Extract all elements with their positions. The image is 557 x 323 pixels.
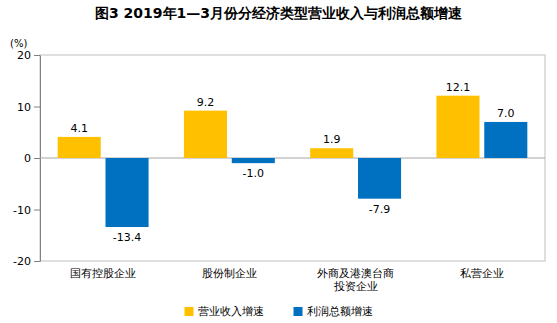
legend: 营业收入增速 利润总额增速 <box>185 305 373 318</box>
bars <box>58 96 528 227</box>
y-tick: 20 <box>17 49 40 62</box>
data-label: 9.2 <box>197 96 215 109</box>
x-tick-label: 外商及港澳台商投资企业 <box>317 267 394 293</box>
y-tick-label: 0 <box>24 152 31 165</box>
x-tick-label: 国有控股企业 <box>70 267 136 280</box>
data-labels: 4.1 9.2 1.9 12.1 -13.4 -1.0 -7.9 7.0 <box>70 81 514 244</box>
bar <box>436 96 479 158</box>
data-label: 4.1 <box>70 122 88 135</box>
y-tick: 0 <box>24 152 40 165</box>
legend-swatch <box>294 307 303 316</box>
y-tick-label: -10 <box>13 204 31 217</box>
bar <box>184 111 227 158</box>
y-tick-mark <box>34 210 40 211</box>
y-label: (%) <box>10 38 27 49</box>
bar <box>358 158 401 199</box>
y-tick-label: -20 <box>13 255 31 268</box>
y-tick-mark <box>34 158 40 159</box>
x-axis: 国有控股企业 股份制企业 外商及港澳台商投资企业 私营企业 <box>70 267 504 293</box>
y-tick-mark <box>34 107 40 108</box>
bar <box>58 137 101 158</box>
bar <box>232 158 275 163</box>
x-tick-label: 私营企业 <box>460 267 504 280</box>
y-tick-mark <box>34 261 40 262</box>
y-tick-mark <box>34 55 40 56</box>
legend-item: 利润总额增速 <box>294 305 373 318</box>
title: 图3 2019年1—3月份分经济类型营业收入与利润总额增速 <box>95 5 463 21</box>
y-axis: -20 -10 0 10 20 <box>13 49 40 268</box>
plot: -20 -10 0 10 20 4.1 9.2 1.9 12.1 -13.4 -1.0 -7.9 7.0… <box>13 49 545 293</box>
legend-label: 营业收入增速 <box>198 305 264 318</box>
y-tick-label: 10 <box>17 101 31 114</box>
data-label: -7.9 <box>369 203 390 216</box>
y-tick-label: 20 <box>17 49 31 62</box>
y-tick: -20 <box>13 255 40 268</box>
data-label: -13.4 <box>113 231 141 244</box>
y-tick: 10 <box>17 101 40 114</box>
data-label: -1.0 <box>243 167 264 180</box>
bar <box>106 158 149 227</box>
bar <box>310 148 353 158</box>
data-label: 12.1 <box>446 81 471 94</box>
plot-frame <box>40 55 545 261</box>
legend-item: 营业收入增速 <box>185 305 264 318</box>
bar <box>484 122 527 158</box>
legend-label: 利润总额增速 <box>307 305 373 318</box>
x-tick-label: 股份制企业 <box>202 267 257 280</box>
chart: 图3 2019年1—3月份分经济类型营业收入与利润总额增速 -20 -10 0 10 20… <box>0 0 557 323</box>
y-tick: -10 <box>13 204 40 217</box>
data-label: 1.9 <box>323 133 341 146</box>
data-label: 7.0 <box>497 107 514 120</box>
legend-swatch <box>185 307 194 316</box>
